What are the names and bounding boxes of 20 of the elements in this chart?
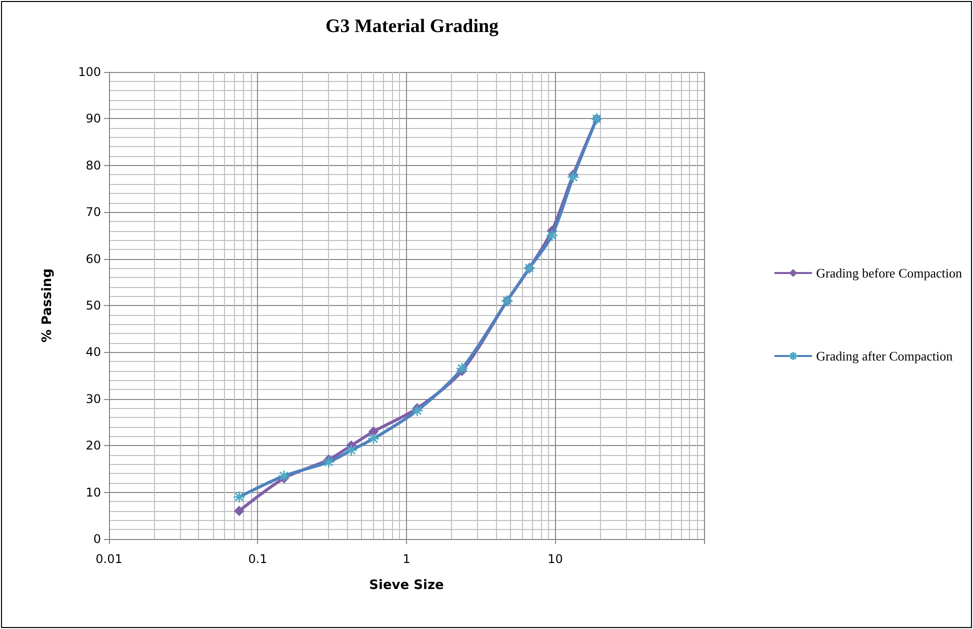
legend-label: Grading after Compaction	[816, 348, 954, 364]
y-tick-label: 10	[86, 485, 101, 500]
y-tick-label: 20	[86, 438, 101, 453]
y-tick-label: 70	[86, 205, 101, 220]
y-tick-label: 30	[86, 392, 101, 406]
x-tick-label: 0.1	[248, 552, 268, 566]
y-axis-title: % Passing	[40, 268, 55, 342]
y-tick-label: 0	[93, 532, 101, 546]
legend-label: Grading before Compaction	[816, 266, 962, 280]
chart-title: G3 Material Grading	[325, 16, 500, 37]
y-tick-label: 90	[86, 112, 101, 126]
y-tick-label: 100	[78, 65, 101, 79]
x-axis-title: Sieve Size	[369, 578, 444, 593]
x-tick-label: 1	[402, 552, 410, 566]
y-tick-label: 60	[86, 252, 101, 266]
x-tick-label: 10	[548, 552, 563, 566]
y-tick-label: 40	[86, 345, 101, 360]
y-tick-label: 50	[86, 298, 101, 312]
x-tick-label: 0.01	[96, 552, 122, 566]
y-tick-label: 80	[86, 158, 101, 172]
